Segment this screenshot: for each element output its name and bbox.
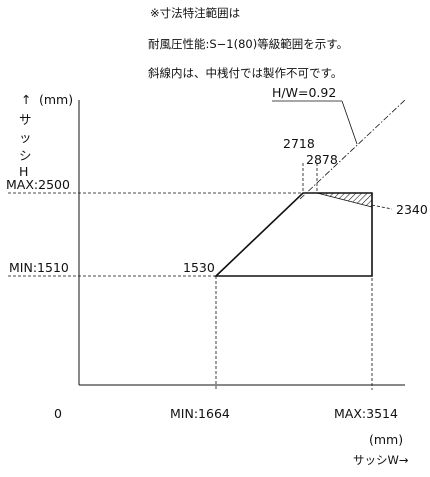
label-2718: 2718 [283,136,315,151]
y-max-label: MAX:2500 [6,177,70,192]
note-line-1: ※寸法特注範囲は [150,6,240,20]
label-2340: 2340 [396,202,428,217]
y-axis-label-char-4: H [19,164,28,179]
x-min-label: MIN:1664 [170,406,230,421]
y-axis-label-char-2: ッ [19,130,32,145]
y-min-label: MIN:1510 [9,260,69,275]
note-line-2: 耐風圧性能:S−1(80)等級範囲を示す。 [148,37,348,51]
ratio-label-leader [341,100,358,145]
guide-2340 [371,204,393,210]
label-1530: 1530 [183,260,215,275]
x-axis-label: サッシW→ [353,453,409,467]
ratio-label: H/W=0.92 [272,85,336,100]
y-axis-label-char-1: サ [19,112,32,127]
size-range-polygon [214,192,373,277]
x-origin-label: 0 [54,406,62,421]
note-line-3: 斜線内は、中桟付では製作不可です。 [148,66,342,80]
y-axis-arrow: ↑ [21,92,31,107]
x-max-label: MAX:3514 [334,406,398,421]
y-axis-label-char-3: シ [19,148,32,163]
ratio-line [299,99,406,200]
hatch-boundary-line [316,192,373,208]
x-axis-unit: (mm) [369,432,403,447]
y-axis-unit: (mm) [39,92,73,107]
label-2878: 2878 [306,152,338,167]
